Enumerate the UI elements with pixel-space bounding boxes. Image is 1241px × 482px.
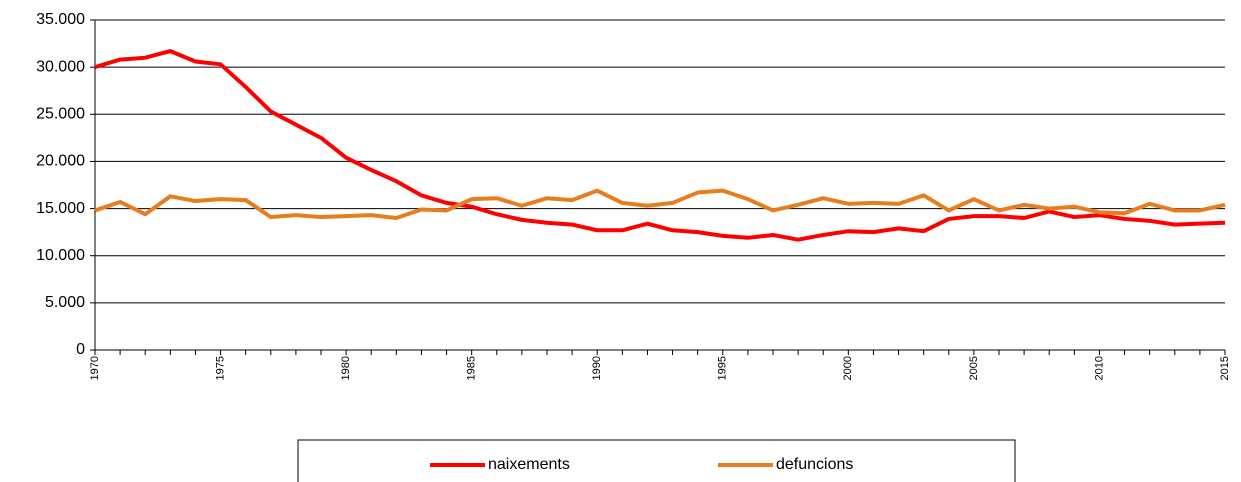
y-tick-label: 15.000 [36, 200, 85, 217]
x-tick-label: 1970 [89, 356, 101, 380]
y-tick-label: 25.000 [36, 106, 85, 123]
y-tick-label: 5.000 [45, 294, 85, 311]
x-tick-label: 1990 [591, 356, 603, 380]
x-tick-label: 2015 [1219, 356, 1231, 380]
series-line [94, 49, 1226, 242]
x-tick-label: 1985 [466, 356, 478, 380]
x-tick-label: 1980 [340, 356, 352, 380]
legend-box [297, 439, 1016, 482]
y-tick-label: 10.000 [36, 247, 85, 264]
legend-label: defuncions [776, 456, 853, 473]
x-tick-label: 2000 [842, 356, 854, 380]
y-tick-label: 0 [76, 341, 85, 358]
y-tick-label: 35.000 [36, 11, 85, 28]
x-tick-label: 1975 [214, 356, 226, 380]
y-tick-label: 20.000 [36, 153, 85, 170]
legend-label: naixements [488, 456, 570, 473]
series-line [94, 188, 1226, 220]
x-tick-label: 1995 [717, 356, 729, 380]
x-tick-label: 2005 [968, 356, 980, 380]
x-tick-label: 2010 [1093, 356, 1105, 380]
y-tick-label: 30.000 [36, 58, 85, 75]
